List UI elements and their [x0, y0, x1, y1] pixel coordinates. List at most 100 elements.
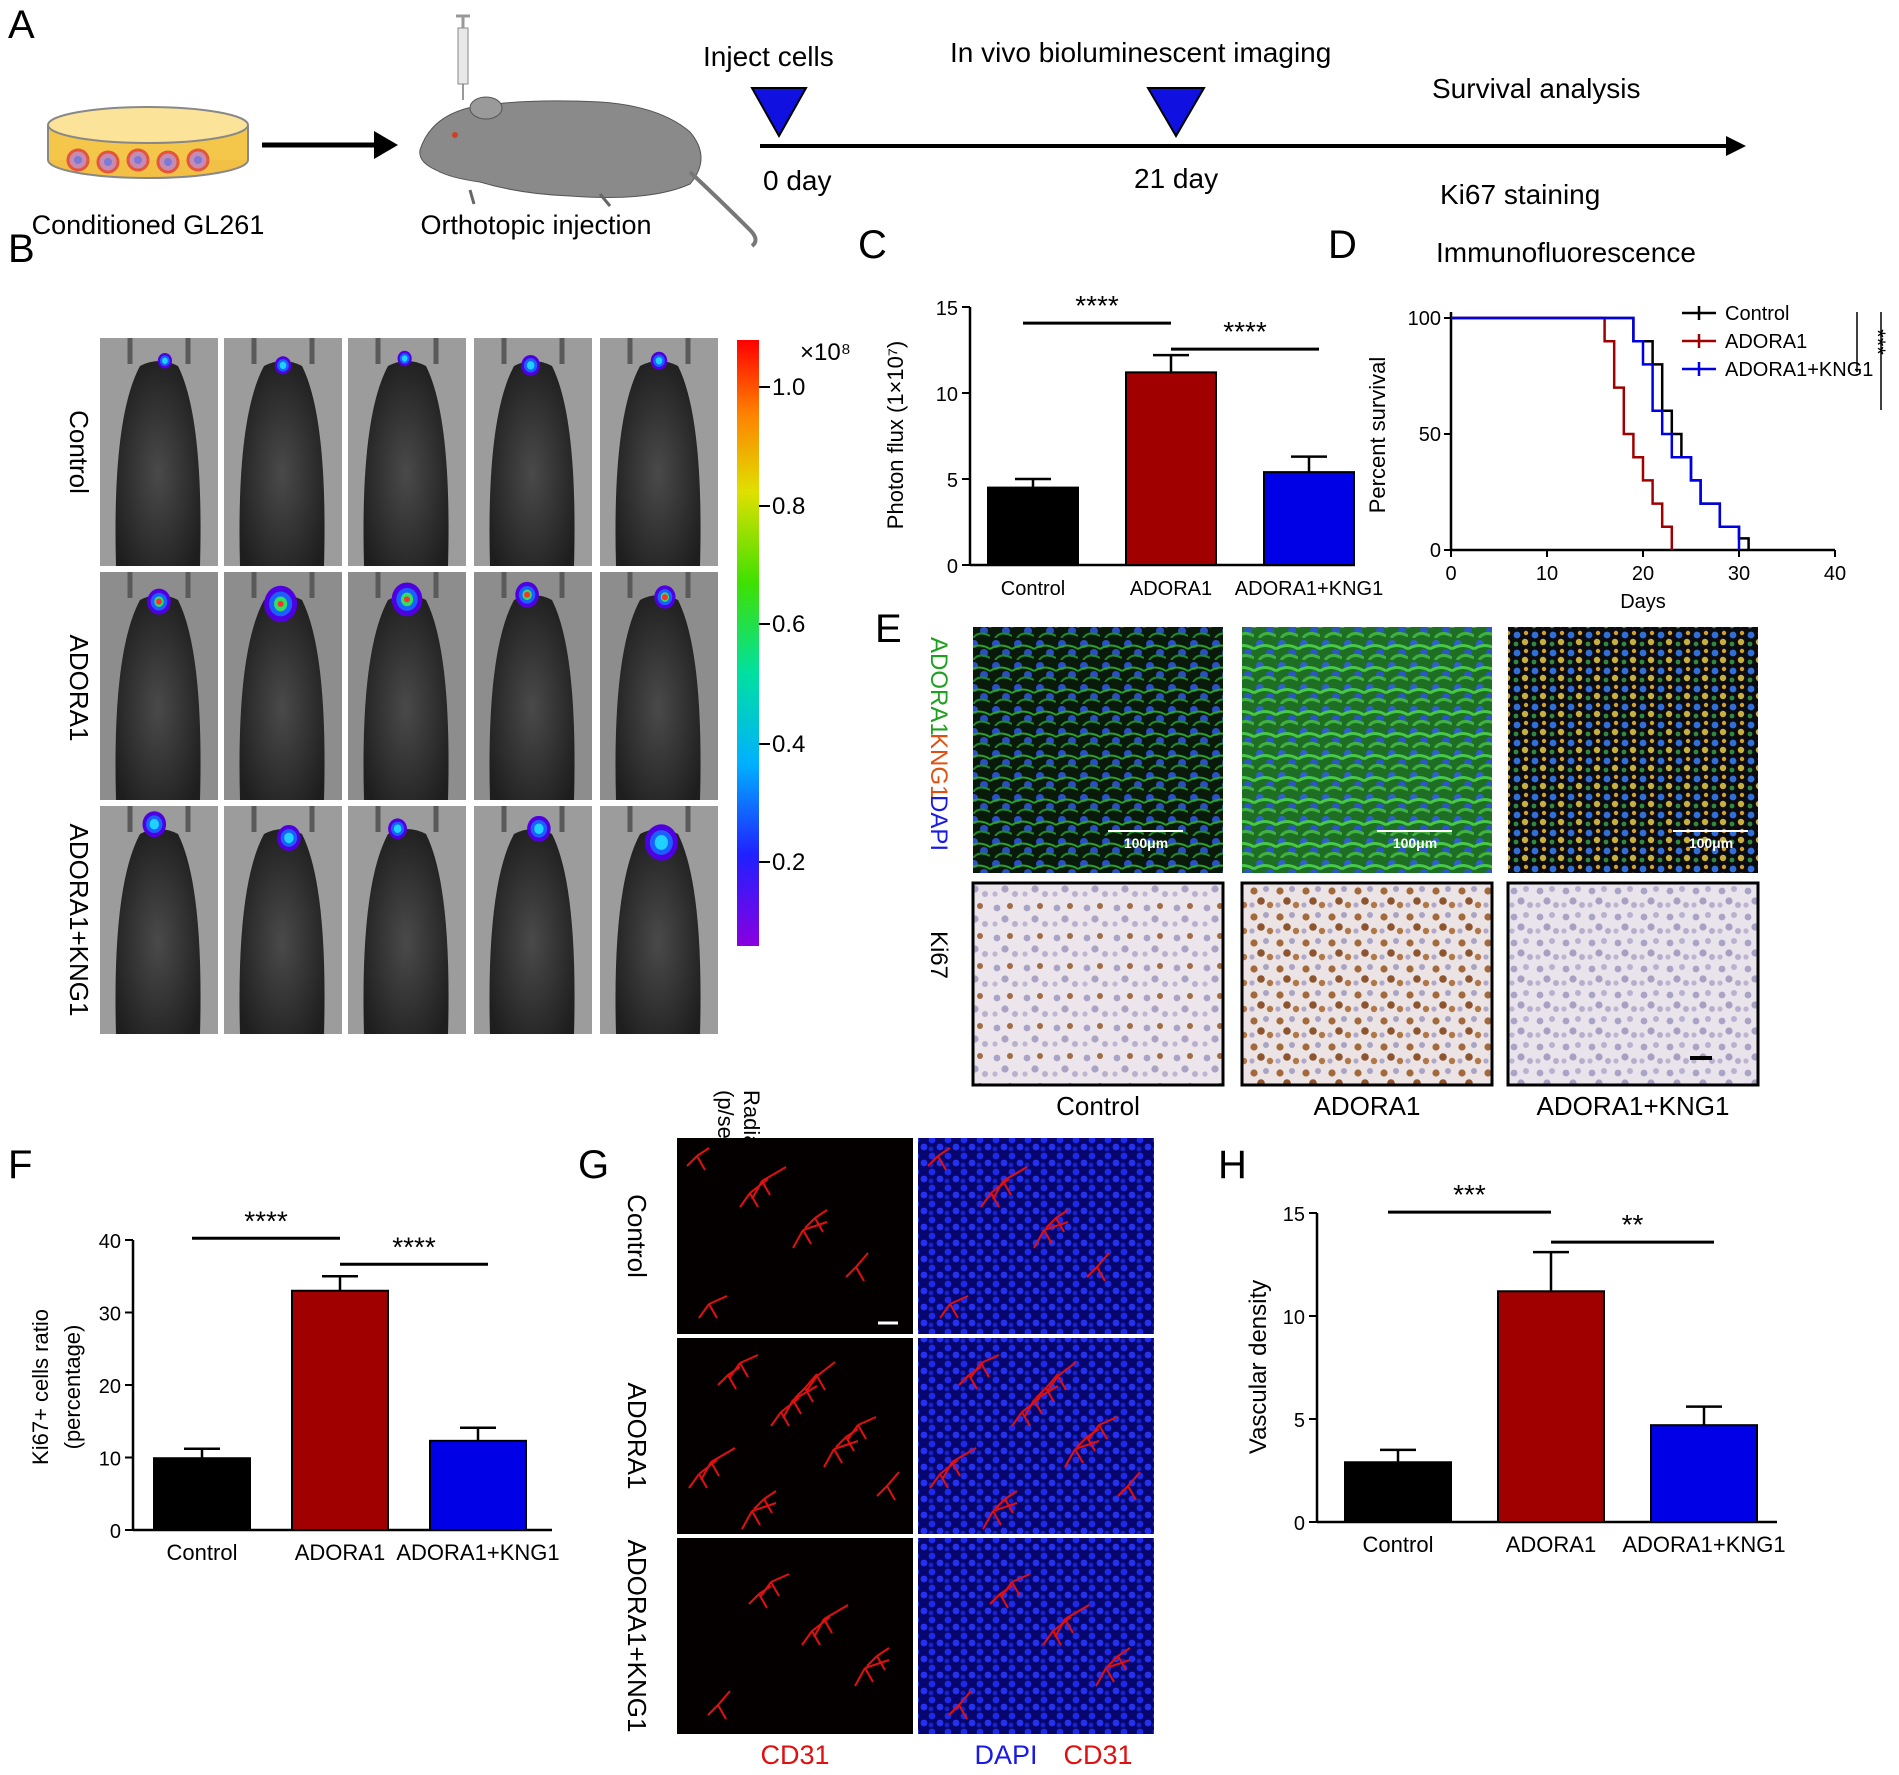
- category-label: ADORA1: [295, 1540, 385, 1565]
- vessel-mark: [854, 1659, 890, 1687]
- chart-c: 0 5 10 15 Control ADORA1 ADORA1+KNG1 **** **** Ph…: [883, 290, 1383, 600]
- significance-label: ***: [1453, 1179, 1486, 1210]
- y-axis-label: Ki67+ cells ratio: [28, 1309, 53, 1465]
- vessel-mark: [686, 1147, 710, 1171]
- colorbar-tick-label: 1.0: [772, 374, 805, 401]
- petri-dish-top: [47, 106, 249, 144]
- bar: [1125, 371, 1217, 566]
- significance-label: ****: [1075, 290, 1119, 321]
- ihc-image: [1506, 881, 1760, 1087]
- cd31-image: [677, 1338, 913, 1534]
- cell-nucleus-icon: [74, 156, 82, 164]
- bar: [1263, 471, 1355, 566]
- significance-label: ****: [1223, 316, 1267, 347]
- category-label: ADORA1: [1506, 1532, 1596, 1557]
- vessel-mark: [992, 1166, 1028, 1200]
- vessel-mark: [741, 1502, 777, 1530]
- y-tick-label: 0: [110, 1521, 121, 1543]
- column-label-dapi: DAPI: [974, 1740, 1037, 1770]
- bar: [987, 486, 1079, 567]
- stain-label-dapi: DAPI: [925, 795, 952, 851]
- label-day-21: 21 day: [1134, 163, 1218, 194]
- signal-inner: [162, 357, 168, 364]
- mouse-image: [474, 338, 592, 566]
- category-label: Control: [1001, 578, 1065, 600]
- legend-label: ADORA1: [1725, 331, 1807, 353]
- vessel-mark: [782, 1385, 818, 1419]
- signal-inner: [401, 355, 408, 362]
- y-tick-label: 5: [1294, 1410, 1305, 1432]
- row-label-adora1-kng1: ADORA1+KNG1: [622, 1540, 652, 1733]
- stain-label-ki67: Ki67: [925, 931, 952, 979]
- panel-e: 100μm Control 100μm ADORA1 100μm ADORA1+KNG1 A…: [925, 627, 1760, 1121]
- signal-inner: [526, 361, 535, 370]
- signal-core: [524, 591, 531, 598]
- category-label: Control: [167, 1540, 238, 1565]
- y-tick-label: 0: [1294, 1513, 1305, 1535]
- mouse-image: [348, 572, 466, 800]
- bar: [153, 1457, 251, 1531]
- mouse-image: [224, 806, 342, 1034]
- mouse-silhouette-icon: [239, 361, 325, 566]
- y-tick-label: 100: [1408, 308, 1441, 330]
- significance-label: ***: [1887, 357, 1899, 383]
- colorbar-tick-label: 0.8: [772, 493, 805, 520]
- radiance-colorbar: [737, 340, 759, 946]
- scale-label: 100μm: [1689, 835, 1733, 851]
- cell-nucleus-icon: [164, 158, 172, 166]
- column-label: ADORA1: [1314, 1091, 1421, 1121]
- cell-nucleus-icon: [104, 158, 112, 166]
- row-label-control: Control: [622, 1194, 652, 1278]
- vessel-mark: [1054, 1604, 1090, 1638]
- label-day-0: 0 day: [763, 165, 832, 196]
- x-tick-label: 30: [1728, 563, 1750, 585]
- mouse-image: [600, 806, 718, 1034]
- if-image: [973, 627, 1223, 873]
- row-label-control: Control: [64, 410, 94, 494]
- mouse-silhouette-icon: [615, 595, 701, 800]
- cd31-image: [677, 1538, 913, 1734]
- panel-letter-d: D: [1328, 223, 1357, 267]
- y-axis-label: Photon flux (1×10⁷): [883, 341, 908, 529]
- y-tick-label: 30: [99, 1304, 121, 1326]
- vessel-mark: [707, 1690, 731, 1720]
- signal-core: [156, 598, 162, 605]
- caption-conditioned-gl261: Conditioned GL261: [32, 210, 265, 240]
- vessel-mark: [753, 1490, 777, 1514]
- colorbar-tick-label: 0.6: [772, 611, 805, 638]
- vessel-mark: [792, 1221, 828, 1249]
- mouse-image: [600, 338, 718, 566]
- signal-inner: [655, 357, 663, 365]
- panel-letter-e: E: [875, 607, 902, 651]
- vessel-mark: [1088, 1416, 1118, 1440]
- mouse-image: [600, 572, 718, 800]
- y-tick-label: 0: [1430, 540, 1441, 562]
- signal-inner: [654, 835, 668, 850]
- signal-inner: [284, 832, 294, 844]
- syringe-barrel-icon: [457, 27, 469, 85]
- y-tick-label: 10: [936, 384, 958, 406]
- label-inject-cells: Inject cells: [703, 41, 834, 72]
- signal-inner: [393, 824, 402, 834]
- signal-core: [277, 600, 284, 607]
- ihc-image: [1240, 881, 1494, 1087]
- stain-label-kng1: KNG1: [925, 733, 952, 798]
- mouse-silhouette-icon: [363, 361, 449, 566]
- label-survival-analysis: Survival analysis: [1432, 73, 1641, 104]
- x-axis-label: Days: [1620, 591, 1666, 613]
- cell-nucleus-icon: [134, 156, 142, 164]
- vessel-mark: [845, 1252, 869, 1282]
- vessel-mark: [876, 1471, 900, 1501]
- dapi-cd31-image: [918, 1338, 1154, 1534]
- significance-label: ****: [244, 1205, 288, 1236]
- panel-letter-f: F: [8, 1143, 32, 1187]
- mouse-leg-icon: [598, 193, 612, 207]
- if-image: [1242, 627, 1492, 873]
- dapi-cd31-image: [918, 1538, 1154, 1734]
- vessel-mark: [794, 1373, 818, 1403]
- category-label: ADORA1+KNG1: [396, 1540, 559, 1565]
- vessel-mark: [970, 1354, 1000, 1378]
- mouse-silhouette-icon: [115, 829, 201, 1034]
- column-label-cd31-merge: CD31: [1063, 1740, 1132, 1770]
